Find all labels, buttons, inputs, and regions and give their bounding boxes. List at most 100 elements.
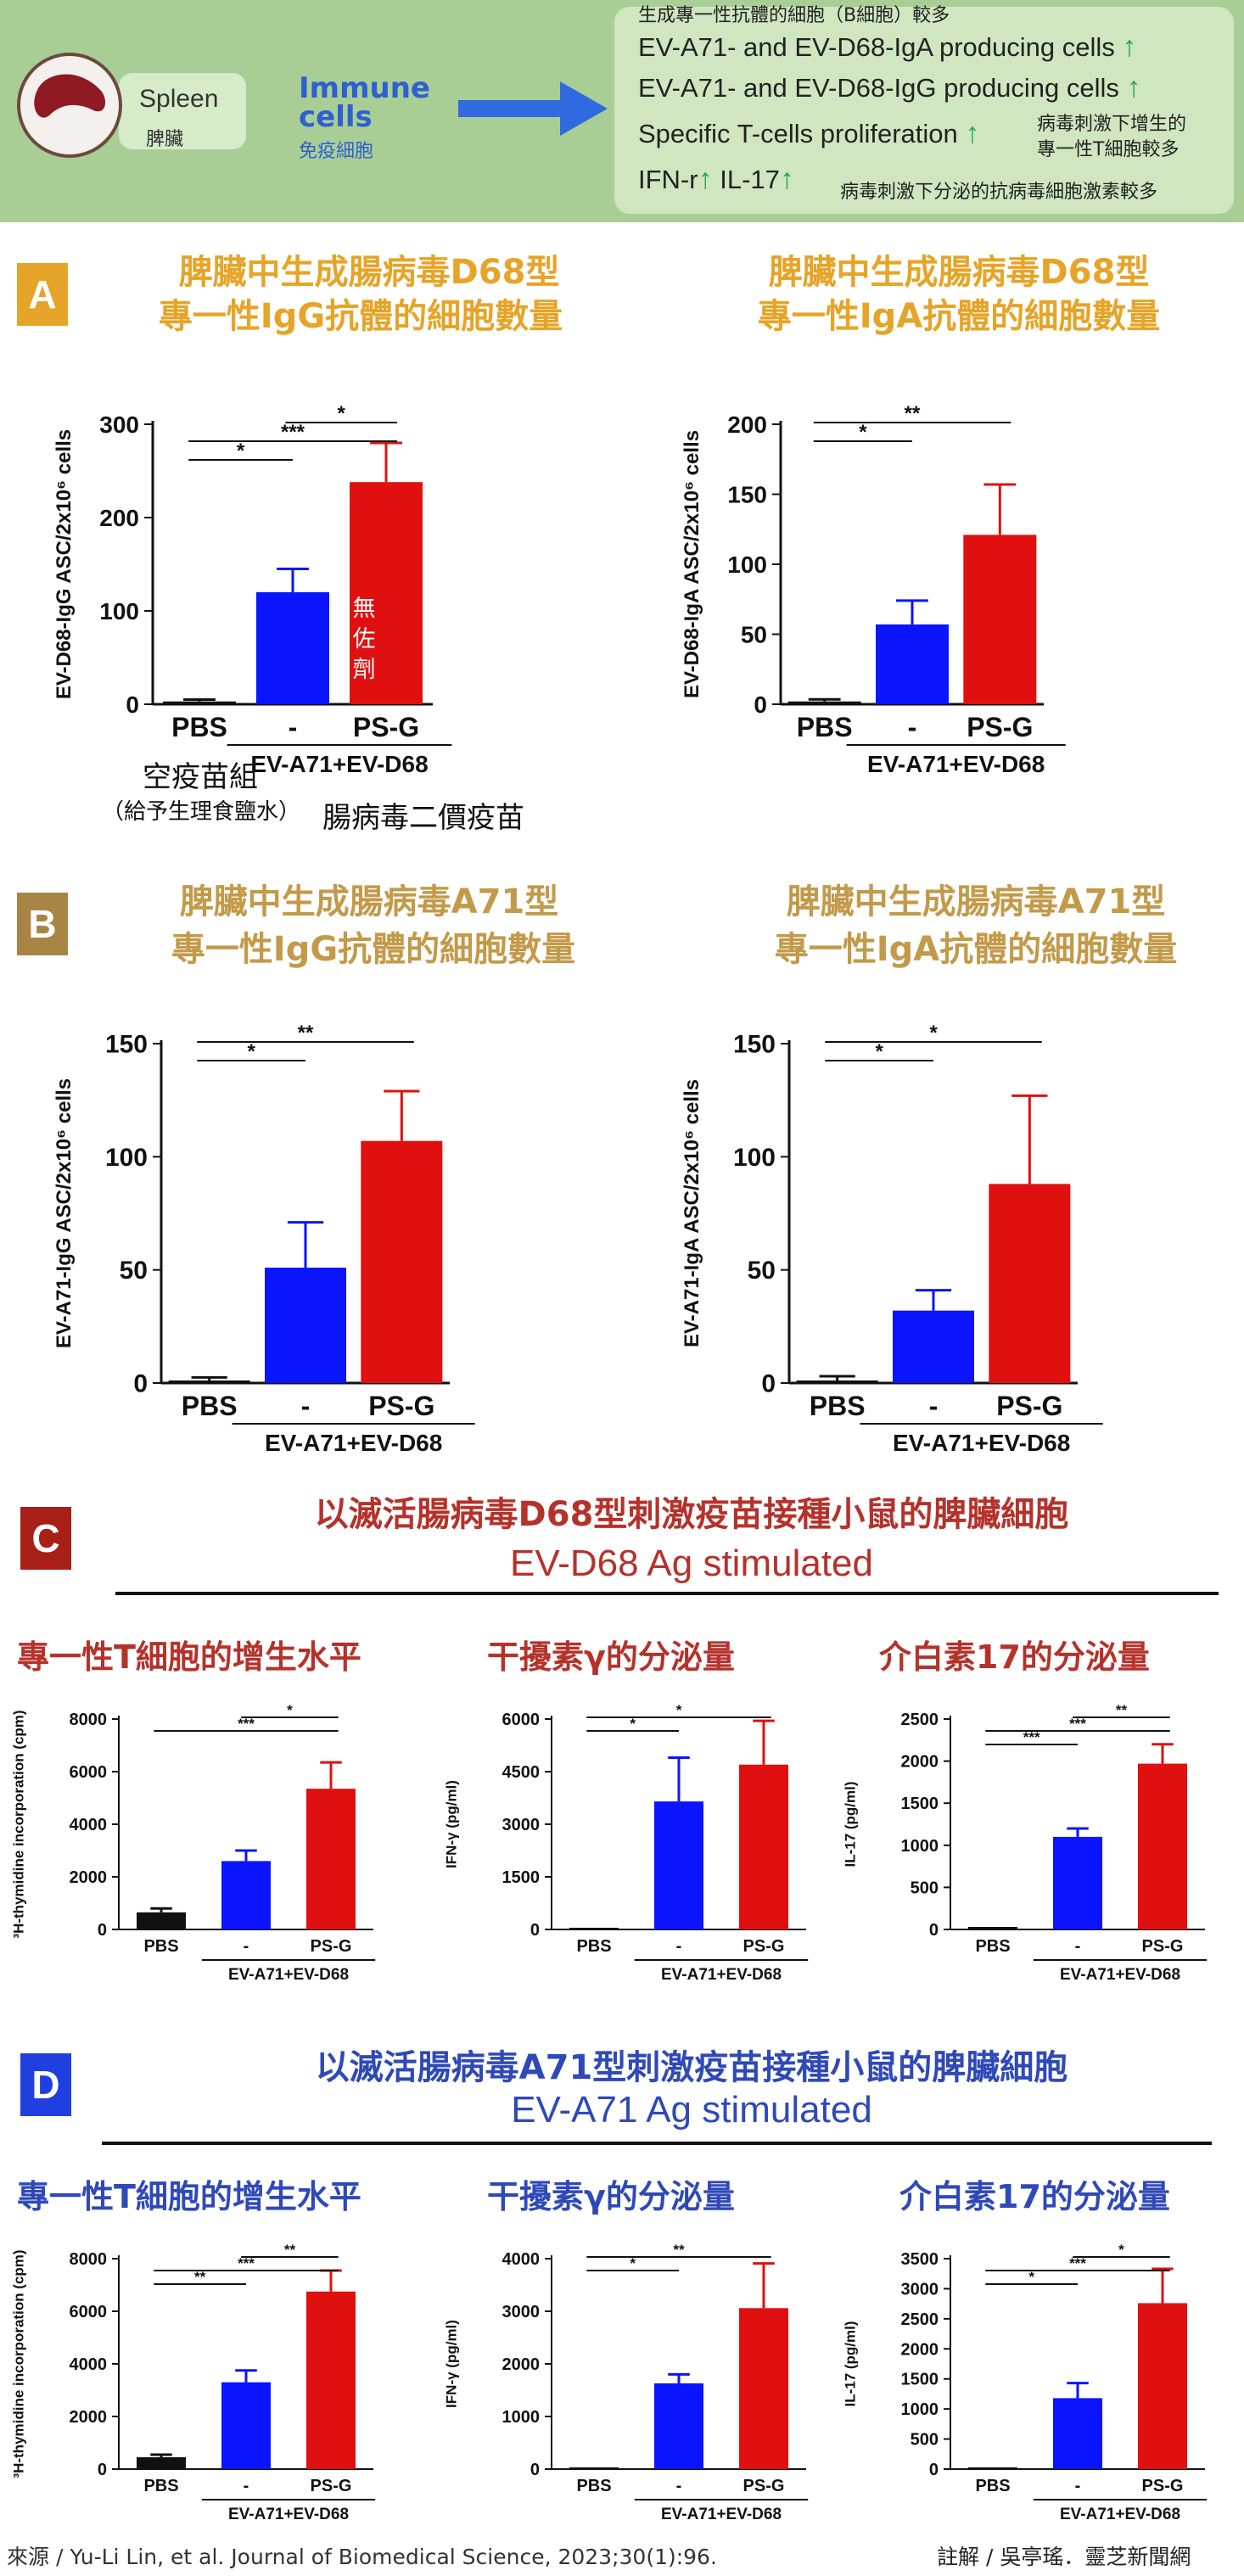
y-axis-title: IFN-γ (pg/ml) — [443, 2320, 459, 2408]
bar-no-adjuvant — [221, 1861, 271, 1929]
x-tick-label: - — [1075, 1937, 1081, 1956]
bar-ps-g — [350, 482, 423, 704]
bar-no-adjuvant — [221, 2382, 271, 2469]
control-group-note: （給予生理食鹽水） — [102, 799, 301, 825]
panel-c-divider — [115, 1592, 1219, 1595]
x-tick-label: PS-G — [1142, 1937, 1184, 1956]
y-axis-title: EV-D68-IgG ASC/2x10⁶ cells — [53, 429, 76, 699]
panel-d-subtitle-1: 專一性T細胞的增生水平 — [17, 2178, 361, 2215]
panel-c-title: 以滅活腸病毒D68型刺激疫苗接種小鼠的脾臟細胞 — [314, 1495, 1069, 1534]
significance-label: * — [287, 1702, 293, 1718]
x-tick-label: PS-G — [1142, 2477, 1184, 2495]
bar-no-adjuvant — [256, 592, 329, 704]
vaccine-label: 腸病毒二價疫苗 — [322, 801, 524, 835]
significance-label: * — [929, 1022, 938, 1044]
panel-d-subtitle-2: 干擾素γ的分泌量 — [487, 2178, 735, 2215]
x-tick-label: PS-G — [996, 1391, 1062, 1421]
y-axis-title: IFN-γ (pg/ml) — [443, 1780, 459, 1868]
y-tick-label: 0 — [530, 1921, 540, 1940]
y-tick-label: 50 — [741, 621, 767, 647]
bar-note-no-adjuvant: 無佐劑 — [352, 596, 376, 683]
bar-control — [168, 1380, 250, 1383]
panel-c-subtitle-3: 介白素17的分泌量 — [879, 1638, 1150, 1676]
x-tick-label: PS-G — [743, 2477, 785, 2495]
up-arrow-icon: ↑ — [1126, 71, 1141, 104]
bar-no-adjuvant — [265, 1268, 346, 1383]
x-tick-label: PBS — [810, 1391, 866, 1421]
x-tick-label: PBS — [143, 2477, 178, 2495]
significance-label: ** — [673, 2242, 685, 2258]
bar-ps-g — [306, 1789, 356, 1929]
group-label: EV-A71+EV-D68 — [250, 751, 428, 777]
y-tick-label: 3500 — [901, 2250, 939, 2269]
bar-ps-g — [306, 2291, 356, 2469]
y-tick-label: 3000 — [502, 2303, 541, 2321]
y-tick-label: 2000 — [502, 2355, 541, 2374]
immune-cells-title-2: cells — [299, 100, 373, 134]
bar-ps-g — [1138, 2303, 1187, 2469]
significance-label: * — [875, 1040, 883, 1063]
significance-label: *** — [1023, 1729, 1040, 1745]
x-tick-label: - — [244, 1937, 249, 1956]
x-tick-label: PBS — [576, 2477, 611, 2495]
y-tick-label: 0 — [133, 1370, 148, 1398]
group-label: EV-A71+EV-D68 — [265, 1430, 442, 1456]
chart-d-ifn: 0 1000 2000 3000 4000 IFN-γ (pg/ml) PBS - PS-G EV… — [443, 2242, 809, 2523]
panel-c-subtitle-1: 專一性T細胞的增生水平 — [17, 1638, 361, 1676]
y-tick-label: 8000 — [70, 1711, 108, 1729]
chart-d-proliferation: 0 2000 4000 6000 8000 ³H-thymidine incorporat… — [10, 2242, 376, 2523]
y-tick-label: 1500 — [901, 1795, 939, 1813]
panel-a-left-title-2: 專一性IgG抗體的細胞數量 — [158, 297, 563, 336]
bar-control — [968, 2467, 1017, 2469]
y-tick-label: 0 — [754, 692, 767, 718]
panel-d-title: 以滅活腸病毒A71型刺激疫苗接種小鼠的脾臟細胞 — [315, 2048, 1068, 2087]
bar-no-adjuvant — [1053, 1836, 1102, 1929]
y-tick-label: 4500 — [502, 1763, 541, 1782]
y-tick-label: 4000 — [70, 1816, 108, 1834]
y-tick-label: 6000 — [70, 1763, 108, 1782]
y-tick-label: 3000 — [901, 2280, 939, 2299]
y-axis-title: IL-17 (pg/ml) — [842, 2321, 858, 2406]
x-tick-label: PBS — [975, 2477, 1010, 2495]
significance-label: *** — [238, 2255, 255, 2271]
x-tick-label: PBS — [576, 1937, 611, 1956]
y-tick-label: 150 — [727, 481, 767, 507]
panel-c-subtitle: EV-D68 Ag stimulated — [509, 1543, 873, 1584]
significance-label: ** — [194, 2269, 206, 2285]
tcell-note-2: 專一性T細胞較多 — [1037, 139, 1180, 160]
source-citation: 來源 / Yu-Li Lin, et al. Journal of Biomed… — [7, 2545, 717, 2569]
y-tick-label: 1000 — [901, 1837, 939, 1856]
panel-a-badge: A — [17, 263, 68, 326]
effect-line-igg: EV-A71- and EV-D68-IgG producing cells ↑ — [638, 71, 1141, 104]
bar-ps-g — [1138, 1763, 1187, 1929]
bar-ps-g — [361, 1140, 443, 1383]
spleen-zh-label: 脾臟 — [146, 129, 184, 150]
y-tick-label: 50 — [120, 1257, 148, 1285]
bar-control — [569, 1928, 619, 1929]
bar-control — [787, 701, 861, 704]
y-tick-label: 1000 — [502, 2408, 541, 2427]
right-arrow-icon — [458, 81, 608, 136]
group-label: EV-A71+EV-D68 — [661, 2506, 782, 2523]
panel-d-divider — [102, 2142, 1212, 2145]
significance-label: * — [859, 421, 867, 444]
significance-label: ** — [1116, 1702, 1128, 1718]
bar-note-ps-g: 添加靈芝多醣佐劑 — [480, 477, 504, 717]
panel-b-badge: B — [17, 893, 68, 955]
y-tick-label: 0 — [126, 692, 139, 718]
up-arrow-icon: ↑ — [965, 117, 980, 149]
chart-b-igg: 0 50 100 150 EV-A71-IgG ASC/2x10⁶ cells PBS - P… — [53, 1022, 475, 1456]
x-tick-label: PS-G — [743, 1937, 785, 1956]
significance-label: * — [676, 1702, 682, 1718]
y-tick-label: 2000 — [70, 2408, 108, 2427]
x-tick-label: PBS — [975, 1937, 1010, 1956]
x-tick-label: - — [929, 1391, 939, 1421]
significance-label: ** — [284, 2242, 296, 2258]
y-tick-label: 6000 — [70, 2303, 108, 2321]
significance-label: *** — [281, 421, 305, 444]
y-tick-label: 2500 — [901, 1711, 939, 1729]
significance-label: *** — [1069, 2255, 1086, 2271]
bar-control — [137, 1912, 186, 1929]
panel-c-badge: C — [20, 1507, 71, 1570]
y-tick-label: 0 — [761, 1370, 776, 1398]
